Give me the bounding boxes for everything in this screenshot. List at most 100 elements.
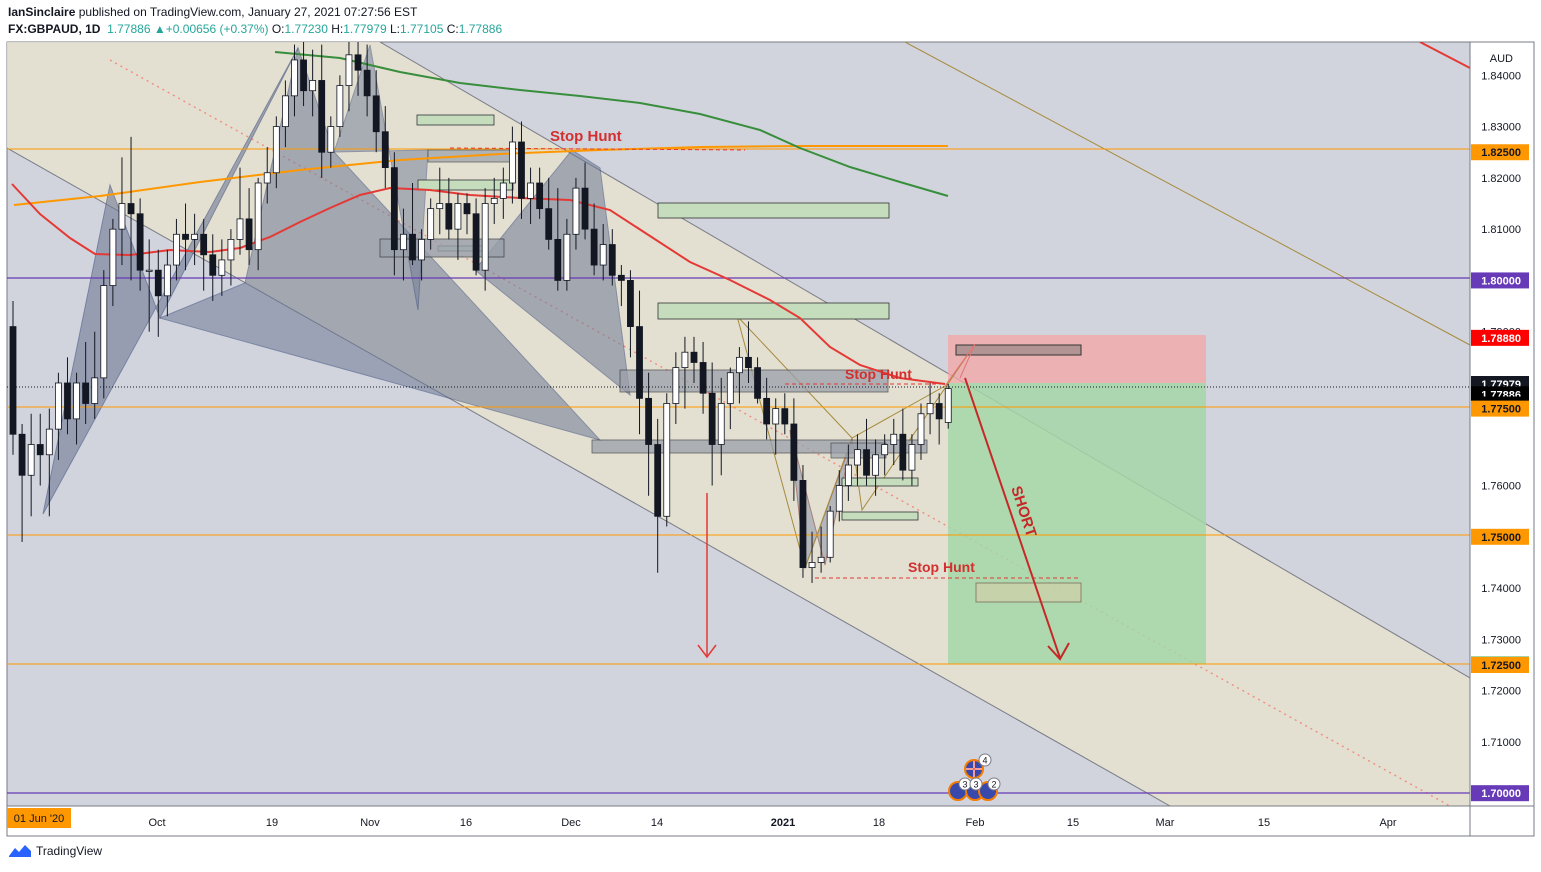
time-tick-label: Mar — [1156, 817, 1175, 829]
price-badge — [1471, 144, 1529, 161]
price-badge — [1471, 785, 1529, 802]
candle-up — [881, 444, 889, 456]
candle-down — [245, 218, 253, 251]
author-name[interactable]: IanSinclaire — [8, 5, 76, 19]
candle-down — [409, 233, 416, 261]
price-axis[interactable] — [1469, 41, 1535, 807]
candle-up — [418, 239, 426, 261]
ma-red-tail — [1419, 42, 1470, 69]
candle-up — [236, 218, 244, 240]
stop-hunt-label: Stop Hunt — [845, 366, 912, 382]
tradingview-logo-icon[interactable] — [8, 844, 32, 858]
candle-up — [563, 233, 571, 281]
candle-up — [844, 464, 852, 486]
price-badge — [1471, 272, 1529, 289]
drawings-layer: Stop Hunt Stop Hunt Stop Hunt SHORT 4 3 … — [7, 42, 1470, 806]
candle-up — [854, 449, 861, 466]
stop-hunt-label: Stop Hunt — [908, 559, 975, 575]
time-tick-label: 18 — [873, 817, 885, 829]
candle-down — [636, 326, 643, 399]
candle-up — [826, 510, 834, 558]
channel-upper-line — [379, 42, 1470, 679]
short-pattern-lines — [944, 343, 976, 387]
candle-down — [708, 392, 716, 445]
candle-up — [726, 372, 734, 404]
time-tick-label: 16 — [460, 817, 472, 829]
candle-up — [281, 95, 289, 128]
candle-down — [581, 187, 589, 230]
count-badge — [969, 777, 983, 791]
candle-up — [672, 367, 680, 404]
stop-hunt-dashed-line — [449, 147, 746, 151]
candle-up — [736, 356, 743, 374]
candle-down — [209, 254, 217, 276]
symbol-legend: FX:GBPAUD, 1D 1.77886 ▲+0.00656 (+0.37%)… — [8, 22, 502, 36]
candle-down — [799, 480, 807, 568]
stop-loss-zone — [948, 335, 1206, 383]
price-tick-label: 1.72000 — [1481, 686, 1521, 698]
candle-up — [218, 259, 226, 276]
time-tick-label: Apr — [1379, 817, 1396, 829]
price-badge-label: 1.80000 — [1481, 275, 1521, 287]
candle-down — [745, 356, 752, 368]
demand-zone — [657, 302, 890, 320]
demand-zone — [841, 511, 919, 521]
candle-up — [817, 556, 825, 563]
candle-down — [9, 326, 17, 435]
candle-down — [182, 233, 189, 240]
currency-label: AUD — [1490, 53, 1513, 65]
candle-up — [427, 208, 435, 240]
close-label: C: — [446, 22, 459, 36]
candle-down — [518, 141, 525, 199]
candle-down — [654, 444, 662, 517]
time-axis[interactable] — [6, 805, 1471, 837]
price-badge — [1471, 528, 1529, 545]
candle-down — [463, 203, 471, 215]
short-arrow-line — [964, 377, 1061, 659]
start-date-badge — [7, 808, 71, 828]
candle-up — [309, 80, 317, 92]
publish-info: IanSinclaire published on TradingView.co… — [8, 5, 417, 19]
price-badge-label: 1.75000 — [1481, 532, 1521, 544]
event-badges[interactable]: 4 3 3 2 — [948, 753, 1001, 801]
candle-up — [772, 408, 780, 425]
price-tick-label: 1.84000 — [1481, 70, 1521, 82]
down-arrow-head — [697, 644, 717, 659]
time-tick-label: 15 — [1258, 817, 1270, 829]
candle-down — [363, 69, 371, 97]
candle-down — [372, 95, 380, 133]
high-value: 1.77979 — [343, 22, 387, 36]
time-tick-label: 2021 — [771, 817, 795, 829]
candle-down — [863, 449, 870, 476]
candle-up — [336, 85, 344, 128]
candle-down — [899, 433, 907, 471]
footer-brand[interactable]: TradingView — [36, 844, 103, 858]
candle-down — [127, 203, 135, 215]
time-tick-label: 14 — [651, 817, 663, 829]
symbol-label[interactable]: FX:GBPAUD, 1D — [8, 22, 101, 36]
candle-up — [481, 203, 489, 271]
demand-zone — [657, 202, 890, 219]
price-tick-label: 1.76000 — [1481, 481, 1521, 493]
price-tick-label: 1.82000 — [1481, 173, 1521, 185]
candle-up — [872, 454, 879, 476]
price-badges: 1.825001.800001.788801.779791.7788609:32… — [1471, 144, 1529, 802]
time-tick-label: Oct — [148, 817, 165, 829]
order-block-zone — [955, 344, 1082, 356]
time-tick-label: Feb — [966, 817, 985, 829]
candle-down — [645, 397, 652, 445]
candle-up — [944, 388, 952, 423]
candle-up — [345, 54, 353, 86]
candle-down — [136, 213, 144, 271]
last-price: 1.77886 — [107, 22, 151, 36]
candle-up — [163, 264, 171, 297]
price-badge-label: 1.78880 — [1481, 333, 1521, 345]
candle-up — [599, 244, 607, 266]
candle-up — [100, 285, 108, 379]
demand-zone — [417, 179, 514, 191]
candle-up — [227, 239, 235, 261]
open-value: 1.77230 — [284, 22, 328, 36]
price-tick-label: 1.73000 — [1481, 634, 1521, 646]
candle-down — [536, 182, 544, 210]
